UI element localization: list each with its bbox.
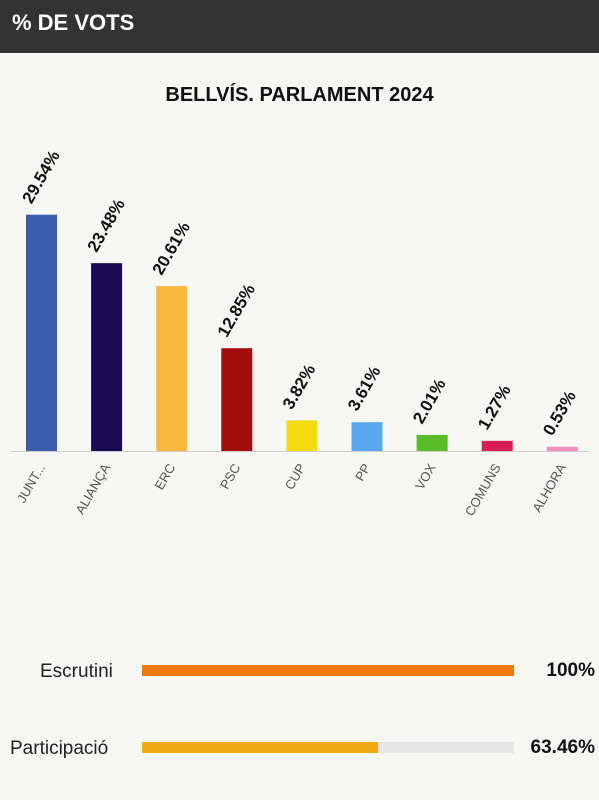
escrutini-value: 100% (546, 660, 595, 681)
bar-value-label: 23.48% (84, 196, 129, 255)
escrutini-fill (142, 665, 514, 676)
category-label: PP (352, 461, 374, 484)
bar-pp (351, 422, 383, 451)
bar-value-label: 3.82% (279, 361, 320, 412)
bar-erc (156, 286, 188, 451)
bar-cup (286, 420, 318, 451)
category-label: ALIANÇA (72, 461, 113, 517)
category-label: PSC (217, 461, 243, 492)
bar-value-label: 20.61% (149, 219, 194, 278)
bar-value-label: 3.61% (344, 363, 385, 414)
bar-value-label: 12.85% (214, 281, 259, 340)
header-title: % DE VOTS (12, 10, 135, 35)
bar-psc (221, 348, 253, 451)
chart-title: BELLVÍS. PARLAMENT 2024 (165, 84, 434, 106)
participacio-fill (142, 742, 379, 753)
bar-vox (416, 434, 448, 451)
participacio-value: 63.46% (530, 737, 595, 758)
participacio-track (142, 742, 514, 753)
category-label: JUNT... (14, 461, 48, 505)
category-label: COMUNS (462, 461, 504, 519)
bar-value-label: 1.27% (474, 382, 515, 433)
bar-alhora (546, 446, 578, 451)
escrutini-track (142, 665, 514, 676)
escrutini-label: Escrutini (40, 661, 113, 682)
bar-value-label: 2.01% (409, 376, 450, 427)
bar-aliana (91, 263, 123, 451)
bar-value-label: 0.53% (539, 388, 580, 439)
bar-value-label: 29.54% (19, 147, 64, 206)
bar-comuns (481, 440, 513, 451)
category-label: ERC (152, 461, 179, 492)
category-label: VOX (412, 461, 439, 493)
escrutini-row: Escrutini 100% (0, 657, 599, 687)
category-label: CUP (282, 461, 309, 492)
participacio-label: Participació (10, 738, 109, 759)
participacio-row: Participació 63.46% (0, 734, 599, 764)
bar-junt (26, 214, 57, 451)
bar-chart: 29.54% JUNT... 23.48% ALIANÇA 20.61% ERC 12.85… (10, 147, 589, 519)
header-bar: % DE VOTS (0, 0, 599, 53)
category-label: ALHORA (529, 461, 569, 515)
